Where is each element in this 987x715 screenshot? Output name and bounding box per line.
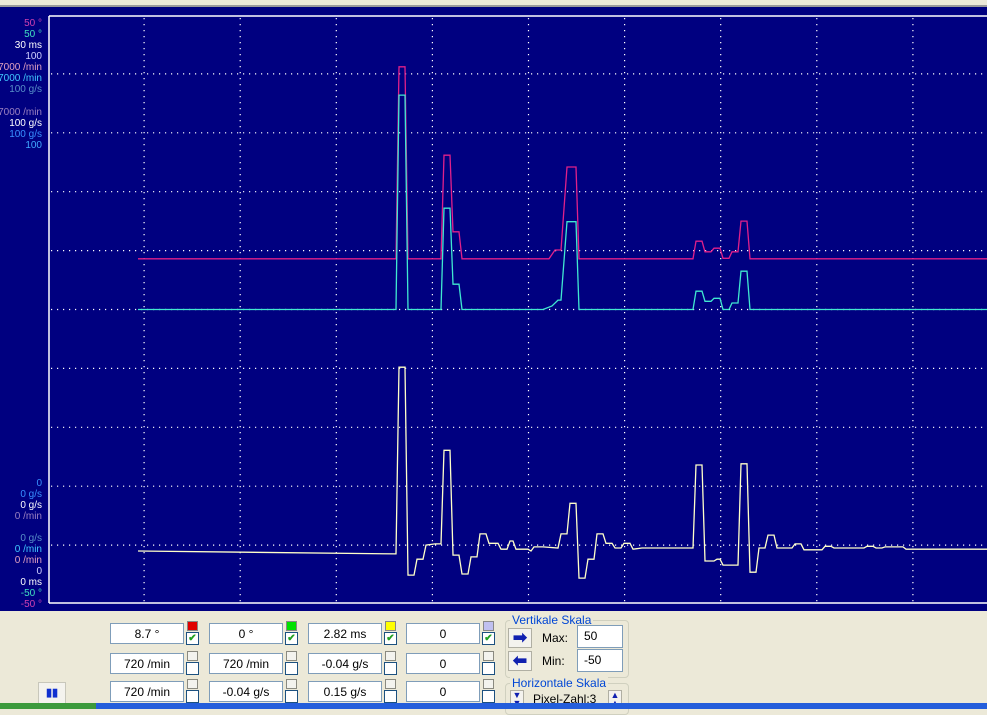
channel-checkbox[interactable] xyxy=(482,662,495,675)
scale-label: 0 g/s xyxy=(20,500,42,511)
channel-checkbox[interactable] xyxy=(384,690,397,703)
readout-value: 0 xyxy=(406,623,480,644)
scale-label: 0 g/s xyxy=(20,489,42,500)
checkmark-icon: ✔ xyxy=(287,633,296,644)
channel-option-toggle[interactable] xyxy=(483,679,494,689)
scale-label: 100 g/s xyxy=(9,118,42,129)
readout-value: 0 xyxy=(406,681,480,702)
scale-label: 0 /min xyxy=(14,544,42,555)
horizontal-scale-title: Horizontale Skala xyxy=(510,676,609,690)
vertical-scale-title: Vertikale Skala xyxy=(510,613,594,627)
channel-color-swatch[interactable] xyxy=(187,621,198,631)
scale-label: 30 ms xyxy=(14,40,42,51)
scale-label: 0 /min xyxy=(14,511,42,522)
scale-label: 0 xyxy=(36,566,42,577)
scale-label: -50 ° xyxy=(20,588,42,599)
scale-label: 100 xyxy=(25,140,42,151)
max-input[interactable]: 50 xyxy=(577,625,623,648)
channel-option-toggle[interactable] xyxy=(187,651,198,661)
readout-value: 720 /min xyxy=(110,653,184,674)
channel-checkbox[interactable] xyxy=(384,662,397,675)
channel-checkbox[interactable]: ✔ xyxy=(285,632,298,645)
signal-trace-3 xyxy=(137,366,987,579)
oscilloscope-display: 50 ° 50 ° 30 ms 100 7000 /min 7000 /min 100 g/… xyxy=(0,7,987,611)
channel-checkbox[interactable] xyxy=(186,690,199,703)
channel-option-toggle[interactable] xyxy=(385,679,396,689)
readout-value: -0.04 g/s xyxy=(209,681,283,702)
scale-label: 0 g/s xyxy=(20,533,42,544)
channel-checkbox[interactable] xyxy=(186,662,199,675)
scale-label: 100 g/s xyxy=(9,84,42,95)
readout-value: 2.82 ms xyxy=(308,623,382,644)
channel-checkbox[interactable] xyxy=(285,690,298,703)
channel-option-toggle[interactable] xyxy=(385,651,396,661)
channel-checkbox[interactable] xyxy=(482,690,495,703)
channel-option-toggle[interactable] xyxy=(483,651,494,661)
scale-label: 7000 /min xyxy=(0,62,42,73)
pixel-count-label: Pixel-Zahl:3 xyxy=(533,692,597,706)
scale-label: 0 ms xyxy=(20,577,42,588)
scale-decrease-button[interactable]: ⬅ xyxy=(508,651,532,671)
signal-plot xyxy=(48,15,987,604)
scale-label: 0 xyxy=(36,478,42,489)
min-label: Min: xyxy=(542,654,565,668)
channel-option-toggle[interactable] xyxy=(286,679,297,689)
readout-value: -0.04 g/s xyxy=(308,653,382,674)
checkmark-icon: ✔ xyxy=(484,633,493,644)
arrow-left-icon: ⬅ xyxy=(512,651,528,670)
channel-checkbox[interactable]: ✔ xyxy=(186,632,199,645)
channel-color-swatch[interactable] xyxy=(483,621,494,631)
signal-trace-1 xyxy=(138,66,987,260)
min-input[interactable]: -50 xyxy=(577,649,623,672)
channel-color-swatch[interactable] xyxy=(385,621,396,631)
channel-option-toggle[interactable] xyxy=(286,651,297,661)
channel-checkbox[interactable]: ✔ xyxy=(482,632,495,645)
pause-button[interactable]: ▮▮ xyxy=(38,682,66,704)
scale-label: 50 ° xyxy=(24,18,42,29)
max-label: Max: xyxy=(542,631,569,645)
scale-label: 100 g/s xyxy=(9,129,42,140)
checkmark-icon: ✔ xyxy=(188,633,197,644)
taskbar xyxy=(0,703,987,709)
channel-checkbox[interactable]: ✔ xyxy=(384,632,397,645)
window-top-edge xyxy=(0,0,987,5)
window-divider xyxy=(0,5,987,7)
signal-trace-2 xyxy=(138,94,987,311)
arrow-right-icon: ➡ xyxy=(512,628,528,647)
readout-value: 720 /min xyxy=(209,653,283,674)
scale-label: 100 xyxy=(25,51,42,62)
channel-option-toggle[interactable] xyxy=(187,679,198,689)
readout-value: 8.7 ° xyxy=(110,623,184,644)
readout-value: 0 xyxy=(406,653,480,674)
channel-color-swatch[interactable] xyxy=(286,621,297,631)
scale-label: -50 ° xyxy=(20,599,42,610)
channel-checkbox[interactable] xyxy=(285,662,298,675)
scale-label: 0 /min xyxy=(14,555,42,566)
scale-label: 7000 /min xyxy=(0,107,42,118)
readout-value: 0 ° xyxy=(209,623,283,644)
start-button[interactable] xyxy=(0,703,96,709)
readout-value: 720 /min xyxy=(110,681,184,702)
readout-value: 0.15 g/s xyxy=(308,681,382,702)
scale-increase-button[interactable]: ➡ xyxy=(508,628,532,648)
pause-icon: ▮▮ xyxy=(45,687,59,699)
checkmark-icon: ✔ xyxy=(386,633,395,644)
scale-label: 50 ° xyxy=(24,29,42,40)
scale-label: 7000 /min xyxy=(0,73,42,84)
